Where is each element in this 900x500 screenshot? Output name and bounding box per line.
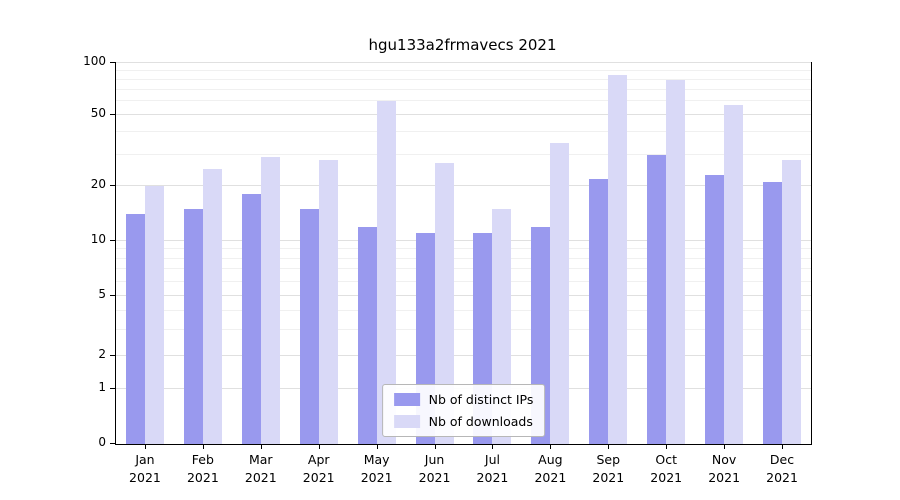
legend: Nb of distinct IPs Nb of downloads xyxy=(381,384,546,437)
y-tick-label-0: 0 xyxy=(98,435,106,449)
gridline-minor-7 xyxy=(116,268,811,270)
x-tick-label-jun: Jun 2021 xyxy=(418,452,451,485)
x-tick-label-jul: Jul 2021 xyxy=(476,452,509,485)
legend-swatch-downloads xyxy=(393,415,420,428)
gridline-major-50 xyxy=(116,114,811,116)
gridline-minor-80 xyxy=(116,78,811,80)
x-tick-label-oct: Oct 2021 xyxy=(650,452,683,485)
bar-nb-of-distinct-ips-mar xyxy=(241,194,261,444)
legend-swatch-distinct-ips xyxy=(393,393,420,406)
chart-title: hgu133a2frmavecs 2021 xyxy=(368,36,557,54)
bar-nb-of-downloads-jun xyxy=(434,162,454,444)
y-tick-mark-50 xyxy=(110,114,115,116)
bar-nb-of-distinct-ips-may xyxy=(357,226,377,444)
bar-nb-of-downloads-apr xyxy=(318,160,338,444)
x-tick-mark-nov xyxy=(724,445,726,449)
bar-nb-of-distinct-ips-apr xyxy=(299,208,319,444)
bar-nb-of-distinct-ips-feb xyxy=(183,208,203,444)
bar-nb-of-downloads-oct xyxy=(666,79,686,444)
y-tick-mark-5 xyxy=(110,295,115,297)
x-tick-label-dec: Dec 2021 xyxy=(766,452,798,485)
legend-label-distinct-ips: Nb of distinct IPs xyxy=(428,392,534,407)
bar-nb-of-distinct-ips-sep xyxy=(589,178,609,444)
bar-nb-of-downloads-sep xyxy=(608,75,628,444)
gridline-minor-90 xyxy=(116,69,811,71)
x-tick-mark-jun xyxy=(434,445,436,449)
x-tick-mark-sep xyxy=(608,445,610,449)
gridline-major-100 xyxy=(116,62,811,63)
y-tick-label-100: 100 xyxy=(83,54,106,68)
y-tick-label-20: 20 xyxy=(90,177,106,192)
gridline-minor-6 xyxy=(116,280,811,282)
bar-nb-of-distinct-ips-nov xyxy=(705,175,725,444)
x-tick-mark-mar xyxy=(260,445,262,449)
x-tick-mark-oct xyxy=(666,445,668,449)
bar-nb-of-downloads-jan xyxy=(144,186,164,444)
gridline-minor-40 xyxy=(116,131,811,133)
legend-label-downloads: Nb of downloads xyxy=(428,414,533,429)
x-tick-mark-aug xyxy=(550,445,552,449)
bar-nb-of-downloads-aug xyxy=(550,142,570,444)
y-tick-label-2: 2 xyxy=(98,346,106,361)
x-tick-label-sep: Sep 2021 xyxy=(592,452,625,485)
bar-nb-of-downloads-mar xyxy=(260,157,280,444)
x-tick-label-apr: Apr 2021 xyxy=(302,452,335,485)
x-tick-label-aug: Aug 2021 xyxy=(534,452,567,485)
gridline-major-5 xyxy=(116,295,811,297)
x-tick-mark-jul xyxy=(492,445,494,449)
y-tick-label-10: 10 xyxy=(90,231,106,246)
gridline-major-20 xyxy=(116,185,811,187)
gridline-minor-3 xyxy=(116,328,811,330)
gridline-minor-9 xyxy=(116,248,811,250)
bar-nb-of-distinct-ips-dec xyxy=(763,182,783,444)
y-tick-label-5: 5 xyxy=(98,287,106,302)
gridline-minor-60 xyxy=(116,100,811,102)
y-tick-label-1: 1 xyxy=(98,380,106,395)
legend-item-downloads: Nb of downloads xyxy=(393,414,534,429)
y-tick-mark-0 xyxy=(110,443,115,444)
bar-nb-of-distinct-ips-oct xyxy=(647,154,667,444)
x-tick-label-feb: Feb 2021 xyxy=(186,452,219,485)
gridline-minor-4 xyxy=(116,309,811,311)
bar-nb-of-downloads-feb xyxy=(202,168,222,444)
x-tick-label-jan: Jan 2021 xyxy=(129,452,161,485)
gridline-minor-30 xyxy=(116,153,811,155)
gridline-major-10 xyxy=(116,239,811,241)
y-tick-mark-100 xyxy=(110,62,115,63)
y-tick-label-50: 50 xyxy=(90,106,106,121)
x-tick-label-mar: Mar 2021 xyxy=(244,452,277,485)
x-tick-label-nov: Nov 2021 xyxy=(708,452,741,485)
bar-nb-of-downloads-may xyxy=(376,101,396,444)
legend-item-distinct-ips: Nb of distinct IPs xyxy=(393,392,534,407)
x-tick-mark-jan xyxy=(144,445,146,449)
bar-nb-of-downloads-nov xyxy=(724,105,744,444)
y-tick-mark-2 xyxy=(110,354,115,356)
bar-nb-of-downloads-dec xyxy=(782,160,802,444)
x-tick-mark-dec xyxy=(782,445,784,449)
x-tick-mark-may xyxy=(376,445,378,449)
gridline-minor-70 xyxy=(116,88,811,90)
bar-nb-of-distinct-ips-jan xyxy=(125,214,145,444)
gridline-major-2 xyxy=(116,355,811,356)
y-tick-mark-20 xyxy=(110,185,115,187)
x-tick-mark-apr xyxy=(318,445,320,449)
plot-area: Nb of distinct IPs Nb of downloads xyxy=(115,62,812,445)
y-tick-mark-1 xyxy=(110,388,115,390)
x-tick-label-may: May 2021 xyxy=(360,452,393,485)
gridline-minor-8 xyxy=(116,257,811,259)
y-tick-mark-10 xyxy=(110,239,115,241)
x-tick-mark-feb xyxy=(202,445,204,449)
